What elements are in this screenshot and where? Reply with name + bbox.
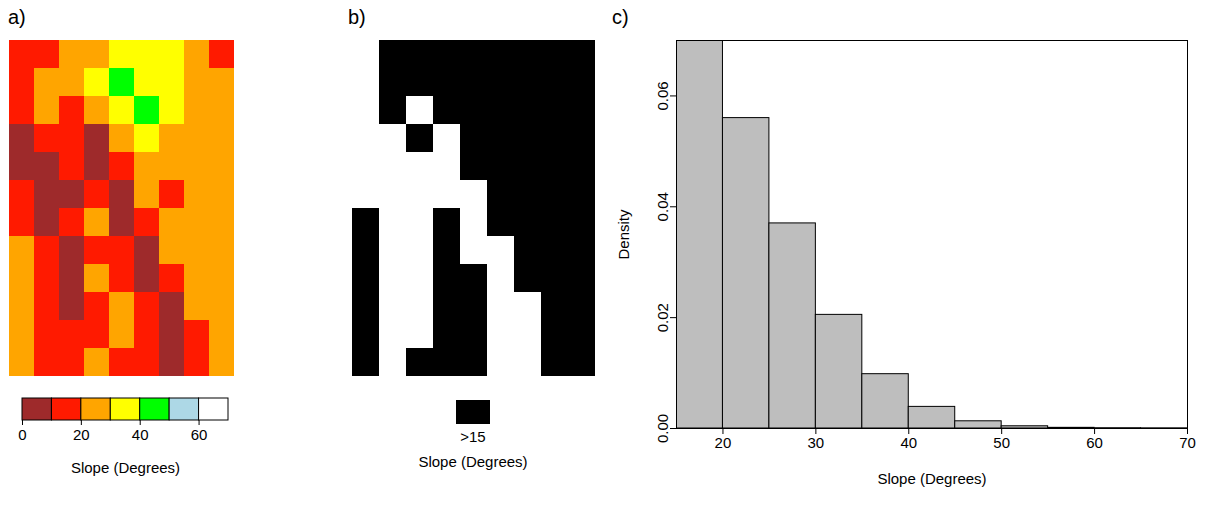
svg-text:Slope (Degrees): Slope (Degrees) [71,459,180,476]
svg-text:Slope (Degrees): Slope (Degrees) [877,470,986,487]
svg-text:40: 40 [132,426,149,443]
svg-text:0: 0 [18,426,26,443]
html-text:Slope (Degrees): Slope (Degrees) [418,453,528,470]
svg-text:0.00: 0.00 [654,414,671,443]
svg-text:50: 50 [993,434,1010,451]
svg-text:60: 60 [1086,434,1103,451]
html-text:b): b) [348,6,366,28]
svg-text:0.06: 0.06 [654,81,671,110]
html-text:c): c) [612,6,629,28]
svg-text:0.02: 0.02 [654,303,671,332]
svg-text:40: 40 [900,434,917,451]
svg-text:60: 60 [191,426,208,443]
svg-text:30: 30 [808,434,825,451]
svg-text:0.04: 0.04 [654,192,671,221]
html-text:a): a) [8,6,26,28]
svg-text:Density: Density [615,209,632,260]
html-text:>15: >15 [460,428,486,445]
svg-text:70: 70 [1179,434,1196,451]
svg-text:20: 20 [715,434,732,451]
svg-text:20: 20 [73,426,90,443]
